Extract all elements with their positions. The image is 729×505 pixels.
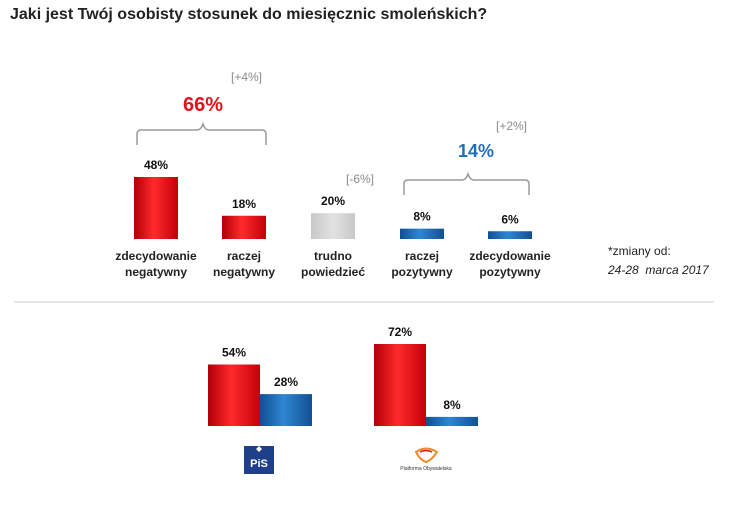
svg-text:PiS: PiS <box>250 458 268 470</box>
category-label: raczej <box>227 249 261 263</box>
category-label: pozytywny <box>479 265 541 279</box>
value-label: 48% <box>144 158 168 172</box>
bar-zdecydowanie-negatywny <box>134 177 178 239</box>
bar-po-pozytywny <box>426 416 478 426</box>
bar-pis-pozytywny <box>260 394 312 426</box>
value-label: 18% <box>232 197 256 211</box>
category-label: zdecydowanie <box>469 249 551 263</box>
bar-zdecydowanie-pozytywny <box>488 231 532 239</box>
value-label: 6% <box>501 212 519 226</box>
value-label: 8% <box>443 398 461 412</box>
bar-trudno-powiedziec <box>311 213 355 239</box>
category-label: powiedzieć <box>301 265 365 279</box>
category-label: negatywny <box>125 265 187 279</box>
negative-group-brace <box>136 121 267 145</box>
bar-raczej-negatywny <box>222 215 266 239</box>
negative-total-label: 66% <box>183 94 223 116</box>
footnote-line1: *zmiany od: <box>608 244 671 258</box>
po-logo: Platforma Obywatelska <box>400 447 452 472</box>
positive-total-label: 14% <box>458 141 494 161</box>
value-label: 28% <box>274 375 298 389</box>
pis-logo: PiS <box>244 446 274 474</box>
category-label: negatywny <box>213 265 275 279</box>
page-title: Jaki jest Twój osobisty stosunek do mies… <box>10 6 488 23</box>
bar-raczej-pozytywny <box>400 228 444 239</box>
svg-text:Platforma Obywatelska: Platforma Obywatelska <box>400 466 452 472</box>
category-label: zdecydowanie <box>115 249 197 263</box>
category-label: pozytywny <box>391 265 453 279</box>
value-label: 20% <box>321 194 345 208</box>
bar-pis-negatywny <box>208 364 260 426</box>
category-label: trudno <box>314 249 352 263</box>
positive-change-label: [+2%] <box>496 119 527 133</box>
value-label: 8% <box>413 210 431 224</box>
neutral-change-label: [-6%] <box>346 172 374 186</box>
bar-po-negatywny <box>374 344 426 426</box>
value-label: 72% <box>388 325 412 339</box>
category-label: raczej <box>405 249 439 263</box>
positive-group-brace <box>403 171 530 195</box>
footnote-line2: 24-28 marca 2017 <box>607 263 710 277</box>
value-label: 54% <box>222 346 246 360</box>
negative-change-label: [+4%] <box>231 70 262 84</box>
